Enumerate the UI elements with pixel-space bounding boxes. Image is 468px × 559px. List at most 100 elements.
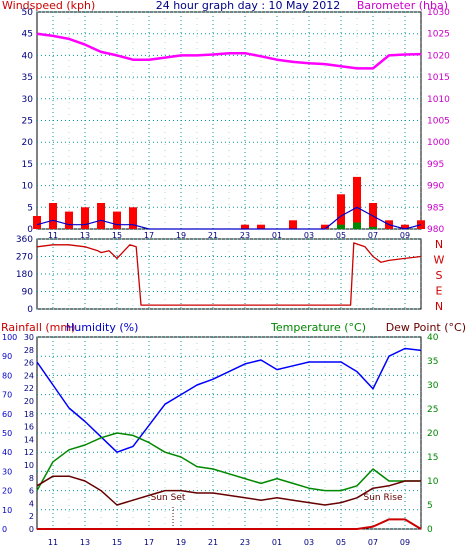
direction-tick-label: 90 (22, 288, 34, 298)
x-tick-label: 19 (176, 538, 186, 547)
humidity-line (36, 347, 422, 453)
x-tick-label: 17 (144, 538, 154, 547)
windspeed-bar (49, 203, 57, 229)
barometer-tick-label: 980 (427, 225, 444, 235)
x-tick-label: 09 (400, 538, 410, 547)
series-layer (33, 32, 425, 530)
x-tick-label: 21 (208, 231, 218, 240)
direction-tick-label: 360 (16, 235, 33, 245)
sunset-annotation: Sun Set (151, 493, 186, 503)
wind-direction-line (36, 242, 422, 306)
humidity-tick-label: 10 (2, 506, 12, 515)
direction-tick-label: 0 (27, 305, 33, 315)
barometer-line (36, 32, 422, 70)
humidity-axis-title: Humidity (%) (66, 321, 138, 334)
barometer-tick-label: 1025 (427, 30, 450, 40)
windspeed-bar (113, 211, 121, 229)
temperature-tick-label: 5 (427, 501, 433, 511)
x-tick-label: 05 (336, 538, 346, 547)
windspeed-bar (97, 203, 105, 229)
windspeed-bar (337, 194, 345, 229)
windspeed-bar (353, 176, 361, 229)
x-tick-label: 11 (48, 231, 58, 240)
windspeed-tick-label: 30 (22, 95, 34, 105)
axes-layer: 1111131315151717191921212323010103030505… (2, 8, 450, 547)
temperature-tick-label: 30 (427, 381, 439, 391)
barometer-axis-title: Barometer (hba) (357, 0, 448, 12)
x-tick-label: 07 (368, 538, 378, 547)
humidity-tick-label: 30 (2, 467, 12, 476)
compass-label: N (435, 238, 443, 251)
wind-green-bar (369, 226, 377, 229)
temperature-tick-label: 0 (427, 525, 433, 535)
windspeed-bar (65, 211, 73, 229)
temperature-tick-label: 25 (427, 405, 438, 415)
chart-title: 24 hour graph day : 10 May 2012 (156, 0, 341, 12)
rainfall-axis-title: Rainfall (mm) (1, 321, 75, 334)
barometer-tick-label: 1000 (427, 138, 450, 148)
barometer-tick-label: 990 (427, 182, 444, 192)
x-tick-label: 03 (304, 231, 314, 240)
windspeed-bar (241, 224, 249, 229)
humidity-tick-label: 90 (2, 352, 12, 361)
rainfall-tick-label: 18 (24, 410, 34, 419)
temperature-tick-label: 40 (427, 333, 439, 343)
direction-tick-label: 180 (16, 270, 33, 280)
rainfall-tick-label: 28 (24, 346, 34, 355)
humidity-tick-label: 60 (2, 410, 12, 419)
temperature-tick-label: 35 (427, 357, 438, 367)
compass-label: W (434, 254, 445, 267)
x-tick-label: 23 (240, 538, 250, 547)
barometer-tick-label: 1015 (427, 73, 450, 83)
x-tick-label: 19 (176, 231, 186, 240)
wind-green-bar (337, 224, 345, 229)
windspeed-bar (401, 224, 409, 229)
windspeed-tick-label: 5 (27, 203, 33, 213)
x-tick-label: 15 (112, 538, 122, 547)
humidity-tick-label: 70 (2, 391, 12, 400)
x-tick-label: 21 (208, 538, 218, 547)
windspeed-bar (33, 216, 41, 229)
rainfall-tick-label: 8 (29, 474, 34, 483)
x-tick-label: 13 (80, 538, 90, 547)
x-tick-label: 11 (48, 538, 58, 547)
dewpoint-line (36, 475, 421, 506)
windspeed-tick-label: 25 (22, 117, 33, 127)
windspeed-tick-label: 45 (22, 30, 33, 40)
x-tick-label: 01 (272, 538, 282, 547)
windspeed-bar (321, 224, 329, 229)
humidity-tick-label: 40 (2, 448, 12, 457)
barometer-tick-label: 1010 (427, 95, 450, 105)
windspeed-tick-label: 20 (22, 138, 34, 148)
rainfall-tick-label: 26 (24, 359, 34, 368)
rainfall-tick-label: 6 (29, 487, 34, 496)
windspeed-bar (289, 220, 297, 229)
windspeed-tick-label: 10 (22, 182, 34, 192)
windspeed-bar (81, 207, 89, 229)
humidity-tick-label: 0 (2, 525, 7, 534)
x-tick-label: 13 (80, 231, 90, 240)
rainfall-tick-label: 20 (24, 397, 34, 406)
humidity-tick-label: 50 (2, 429, 12, 438)
sunrise-annotation: Sun Rise (364, 493, 403, 503)
barometer-tick-label: 985 (427, 203, 444, 213)
humidity-tick-label: 80 (2, 371, 12, 380)
humidity-tick-label: 100 (2, 333, 17, 342)
rainfall-tick-label: 14 (24, 435, 34, 444)
barometer-tick-label: 1020 (427, 51, 450, 61)
x-tick-label: 03 (304, 538, 314, 547)
windspeed-axis-title: Windspeed (kph) (2, 0, 95, 12)
avg-wind-line (36, 206, 422, 230)
rainfall-tick-label: 22 (24, 384, 34, 393)
windspeed-bar (257, 224, 265, 229)
temperature-axis-title: Temperature (°C) (270, 321, 366, 334)
rainfall-tick-label: 2 (29, 512, 34, 521)
temperature-tick-label: 20 (427, 429, 439, 439)
direction-tick-label: 270 (16, 253, 33, 263)
x-tick-label: 07 (368, 231, 378, 240)
barometer-tick-label: 995 (427, 160, 444, 170)
windspeed-tick-label: 40 (22, 51, 34, 61)
x-tick-label: 15 (112, 231, 122, 240)
compass-label: N (435, 300, 443, 313)
